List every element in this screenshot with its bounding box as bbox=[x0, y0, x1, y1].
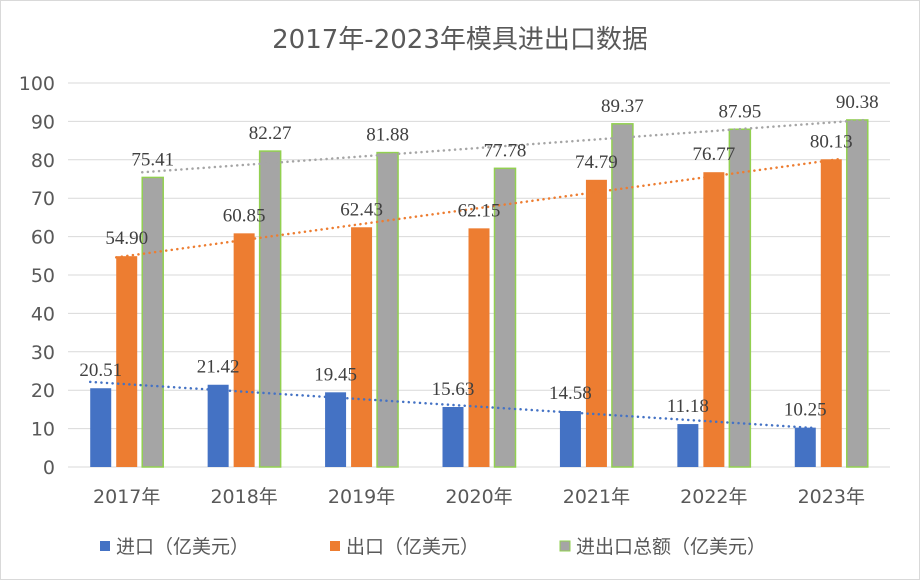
bar bbox=[90, 388, 112, 467]
bar bbox=[376, 151, 399, 468]
bar bbox=[468, 228, 490, 467]
bar bbox=[325, 392, 347, 467]
data-label: 21.42 bbox=[197, 357, 240, 378]
data-label: 20.51 bbox=[79, 360, 122, 381]
chart-title: 2017年-2023年模具进出口数据 bbox=[272, 25, 648, 55]
y-tick-label: 90 bbox=[31, 111, 55, 133]
bar bbox=[611, 123, 634, 468]
bar bbox=[703, 172, 725, 468]
legend-label: 进口（亿美元） bbox=[116, 536, 249, 558]
x-tick-label: 2019年 bbox=[328, 486, 395, 508]
legend-label: 出口（亿美元） bbox=[346, 536, 479, 558]
data-label: 60.85 bbox=[223, 205, 266, 226]
bar bbox=[585, 179, 607, 467]
bar bbox=[207, 384, 229, 467]
data-label: 80.13 bbox=[810, 131, 853, 152]
bar bbox=[493, 167, 517, 468]
bar bbox=[794, 427, 816, 467]
y-tick-label: 0 bbox=[43, 457, 55, 479]
bar bbox=[559, 411, 581, 467]
data-label: 90.38 bbox=[836, 92, 879, 113]
y-tick-label: 60 bbox=[31, 227, 55, 249]
y-tick-label: 10 bbox=[31, 419, 55, 441]
bar bbox=[846, 119, 869, 468]
bar bbox=[442, 406, 464, 467]
data-label: 77.78 bbox=[484, 140, 527, 161]
trendline bbox=[114, 157, 844, 259]
data-label: 11.18 bbox=[667, 396, 709, 417]
data-label: 82.27 bbox=[249, 123, 292, 144]
data-label: 14.58 bbox=[549, 383, 592, 404]
data-label: 76.77 bbox=[692, 144, 735, 165]
x-tick-label: 2018年 bbox=[210, 486, 277, 508]
y-tick-label: 100 bbox=[19, 73, 55, 95]
bar bbox=[677, 424, 699, 467]
y-tick-label: 30 bbox=[31, 342, 55, 364]
data-label: 62.15 bbox=[458, 200, 501, 221]
bar bbox=[820, 159, 842, 468]
legend-swatch bbox=[330, 541, 340, 551]
x-tick-label: 2023年 bbox=[798, 486, 865, 508]
trendline bbox=[88, 380, 818, 430]
bar bbox=[258, 150, 282, 468]
bar bbox=[116, 256, 138, 467]
y-tick-label: 50 bbox=[31, 265, 55, 287]
y-tick-label: 70 bbox=[31, 188, 55, 210]
y-tick-label: 40 bbox=[31, 303, 55, 325]
legend-swatch bbox=[100, 541, 110, 551]
data-label: 81.88 bbox=[366, 125, 409, 146]
trendline bbox=[140, 118, 870, 174]
legend-swatch bbox=[559, 540, 571, 552]
data-label: 19.45 bbox=[314, 364, 357, 385]
x-tick-label: 2020年 bbox=[445, 486, 512, 508]
x-tick-label: 2021年 bbox=[563, 486, 630, 508]
bar bbox=[728, 128, 752, 468]
data-label: 62.43 bbox=[340, 199, 383, 220]
data-label: 89.37 bbox=[601, 96, 644, 117]
bar bbox=[351, 227, 373, 467]
legend-label: 进出口总额（亿美元） bbox=[576, 536, 766, 558]
x-tick-label: 2022年 bbox=[680, 486, 747, 508]
y-tick-label: 20 bbox=[31, 380, 55, 402]
data-label: 10.25 bbox=[784, 400, 827, 421]
data-label: 87.95 bbox=[718, 101, 761, 122]
data-label: 74.79 bbox=[575, 152, 618, 173]
data-label: 75.41 bbox=[131, 149, 174, 170]
bar bbox=[233, 233, 255, 467]
x-tick-label: 2017年 bbox=[93, 486, 160, 508]
bar bbox=[141, 176, 164, 468]
data-label: 15.63 bbox=[432, 379, 475, 400]
data-label: 54.90 bbox=[105, 228, 148, 249]
y-tick-label: 80 bbox=[31, 150, 55, 172]
